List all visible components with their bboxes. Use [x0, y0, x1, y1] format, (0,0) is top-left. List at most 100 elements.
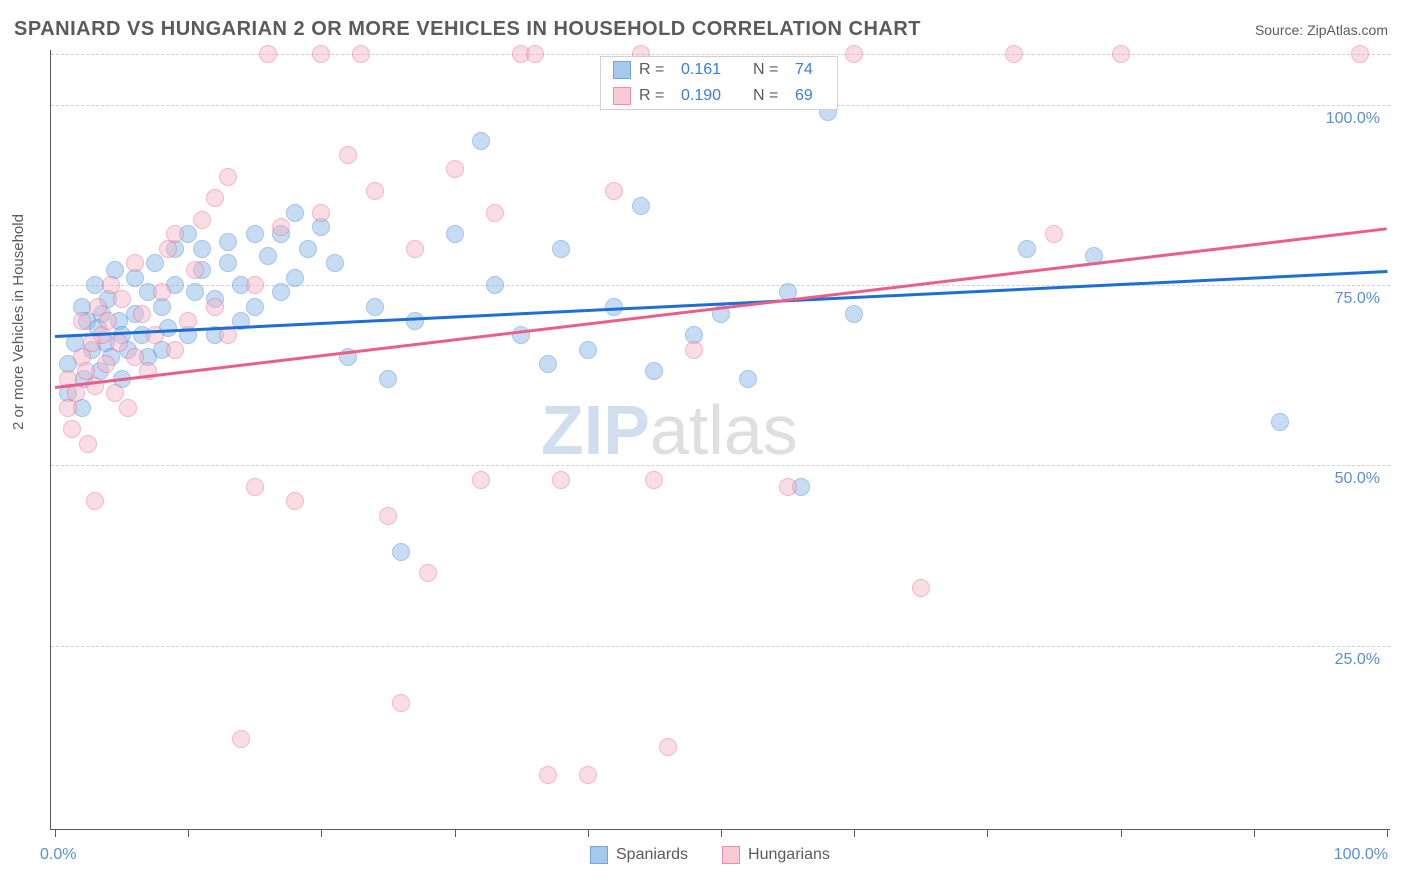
scatter-point	[232, 730, 250, 748]
scatter-point	[113, 290, 131, 308]
scatter-point	[153, 283, 171, 301]
x-tick	[987, 829, 988, 837]
scatter-point	[645, 471, 663, 489]
scatter-point	[219, 168, 237, 186]
scatter-point	[1005, 45, 1023, 63]
scatter-point	[99, 312, 117, 330]
scatter-point	[246, 478, 264, 496]
scatter-point	[186, 283, 204, 301]
scatter-point	[352, 45, 370, 63]
scatter-point	[206, 189, 224, 207]
scatter-point	[312, 204, 330, 222]
plot-area: ZIPatlas 25.0%50.0%75.0%100.0%	[50, 50, 1390, 830]
x-tick	[854, 829, 855, 837]
scatter-point	[446, 160, 464, 178]
gridline	[51, 54, 1390, 55]
chart-container: SPANIARD VS HUNGARIAN 2 OR MORE VEHICLES…	[0, 0, 1406, 892]
scatter-point	[392, 543, 410, 561]
legend-item: Hungarians	[722, 846, 830, 864]
series-legend: Spaniards Hungarians	[590, 846, 830, 864]
scatter-point	[526, 45, 544, 63]
scatter-point	[246, 276, 264, 294]
y-tick-label: 100.0%	[1326, 110, 1380, 128]
x-tick	[55, 829, 56, 837]
scatter-point	[126, 254, 144, 272]
watermark-part1: ZIP	[541, 391, 650, 469]
scatter-point	[246, 225, 264, 243]
scatter-point	[312, 45, 330, 63]
scatter-point	[539, 355, 557, 373]
scatter-point	[632, 197, 650, 215]
x-tick	[321, 829, 322, 837]
scatter-point	[579, 341, 597, 359]
y-tick-label: 25.0%	[1335, 651, 1380, 669]
scatter-point	[193, 240, 211, 258]
legend-label: Hungarians	[748, 846, 830, 864]
scatter-point	[472, 132, 490, 150]
scatter-point	[299, 240, 317, 258]
source-credit: Source: ZipAtlas.com	[1255, 22, 1388, 38]
scatter-point	[166, 225, 184, 243]
scatter-point	[1271, 413, 1289, 431]
scatter-point	[446, 225, 464, 243]
x-tick	[588, 829, 589, 837]
scatter-point	[326, 254, 344, 272]
scatter-point	[486, 276, 504, 294]
scatter-point	[286, 269, 304, 287]
scatter-point	[219, 254, 237, 272]
scatter-point	[1045, 225, 1063, 243]
legend-swatch	[613, 61, 631, 79]
scatter-point	[366, 298, 384, 316]
scatter-point	[579, 766, 597, 784]
scatter-point	[73, 312, 91, 330]
legend-row: R =0.190N =69	[601, 83, 837, 109]
x-tick	[1387, 829, 1388, 837]
scatter-point	[645, 362, 663, 380]
legend-swatch	[590, 846, 608, 864]
scatter-point	[1351, 45, 1369, 63]
scatter-point	[193, 211, 211, 229]
source-value: ZipAtlas.com	[1307, 22, 1388, 38]
scatter-point	[126, 348, 144, 366]
x-tick-label-max: 100.0%	[1334, 846, 1388, 864]
legend-item: Spaniards	[590, 846, 688, 864]
scatter-point	[1018, 240, 1036, 258]
scatter-point	[539, 766, 557, 784]
scatter-point	[379, 370, 397, 388]
scatter-point	[259, 45, 277, 63]
y-tick-label: 75.0%	[1335, 290, 1380, 308]
scatter-point	[186, 261, 204, 279]
scatter-point	[110, 334, 128, 352]
scatter-point	[246, 298, 264, 316]
legend-n-value: 69	[795, 87, 825, 105]
scatter-point	[552, 471, 570, 489]
x-tick	[1254, 829, 1255, 837]
scatter-point	[166, 341, 184, 359]
scatter-point	[845, 45, 863, 63]
scatter-point	[79, 435, 97, 453]
scatter-point	[259, 247, 277, 265]
scatter-point	[406, 240, 424, 258]
scatter-point	[67, 384, 85, 402]
gridline	[51, 646, 1390, 647]
legend-row: R =0.161N =74	[601, 57, 837, 83]
correlation-legend: R =0.161N =74R =0.190N =69	[600, 56, 838, 110]
legend-n-value: 74	[795, 61, 825, 79]
scatter-point	[912, 579, 930, 597]
watermark: ZIPatlas	[541, 390, 798, 470]
scatter-point	[392, 694, 410, 712]
scatter-point	[406, 312, 424, 330]
scatter-point	[659, 738, 677, 756]
scatter-point	[779, 478, 797, 496]
scatter-point	[286, 492, 304, 510]
scatter-point	[86, 492, 104, 510]
scatter-point	[366, 182, 384, 200]
x-tick	[721, 829, 722, 837]
legend-r-value: 0.161	[681, 61, 745, 79]
scatter-point	[472, 471, 490, 489]
watermark-part2: atlas	[650, 391, 798, 469]
y-axis-label: 2 or more Vehicles in Household	[10, 214, 27, 430]
scatter-point	[106, 384, 124, 402]
scatter-point	[605, 182, 623, 200]
scatter-point	[219, 233, 237, 251]
